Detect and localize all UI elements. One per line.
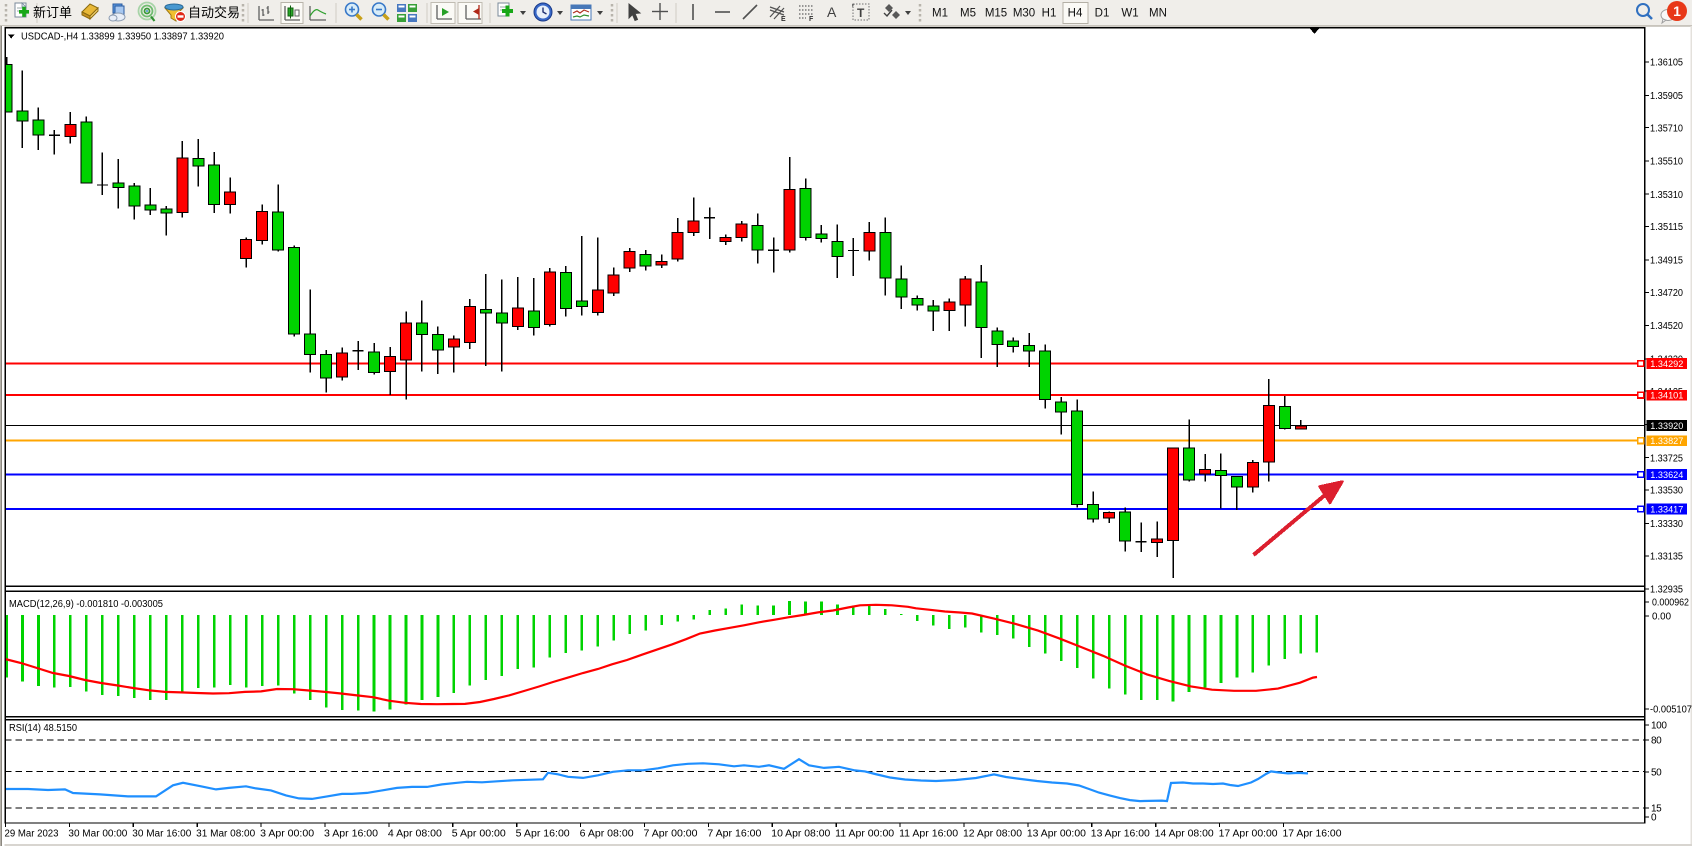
svg-text:1.33330: 1.33330	[1650, 519, 1683, 530]
svg-text:1.35310: 1.35310	[1650, 190, 1683, 201]
svg-text:1.34520: 1.34520	[1650, 321, 1683, 332]
svg-text:13 Apr 16:00: 13 Apr 16:00	[1091, 829, 1150, 840]
svg-text:13 Apr 00:00: 13 Apr 00:00	[1027, 829, 1086, 840]
svg-text:50: 50	[1651, 768, 1662, 779]
svg-text:1.33827: 1.33827	[1650, 436, 1683, 447]
svg-text:M1: M1	[932, 8, 948, 20]
svg-text:100: 100	[1651, 721, 1667, 732]
svg-text:3 Apr 00:00: 3 Apr 00:00	[260, 829, 314, 840]
svg-text:30 Mar 00:00: 30 Mar 00:00	[68, 829, 127, 840]
svg-text:1.35905: 1.35905	[1650, 91, 1683, 102]
svg-text:H1: H1	[1042, 8, 1057, 20]
svg-text:RSI(14) 48.5150: RSI(14) 48.5150	[9, 723, 77, 734]
svg-text:1.35710: 1.35710	[1650, 123, 1683, 134]
svg-text:1.33417: 1.33417	[1650, 504, 1683, 515]
svg-text:4 Apr 08:00: 4 Apr 08:00	[388, 829, 442, 840]
svg-text:0.00: 0.00	[1652, 612, 1671, 623]
svg-text:1.33624: 1.33624	[1650, 470, 1683, 481]
svg-text:5 Apr 16:00: 5 Apr 16:00	[516, 829, 570, 840]
svg-text:1.34720: 1.34720	[1650, 288, 1683, 299]
svg-text:5 Apr 00:00: 5 Apr 00:00	[452, 829, 506, 840]
svg-text:14 Apr 08:00: 14 Apr 08:00	[1155, 829, 1214, 840]
svg-text:1.35115: 1.35115	[1650, 222, 1683, 233]
svg-text:MN: MN	[1149, 8, 1167, 20]
svg-text:1.34915: 1.34915	[1650, 255, 1683, 266]
svg-text:1.34101: 1.34101	[1650, 391, 1683, 402]
svg-text:A: A	[827, 4, 837, 20]
svg-text:0.000962: 0.000962	[1652, 598, 1689, 609]
svg-text:11 Apr 16:00: 11 Apr 16:00	[899, 829, 958, 840]
svg-text:-0.005107: -0.005107	[1650, 705, 1692, 716]
svg-text:3 Apr 16:00: 3 Apr 16:00	[324, 829, 378, 840]
svg-text:1.33530: 1.33530	[1650, 486, 1683, 497]
svg-text:新订单: 新订单	[33, 5, 72, 20]
svg-text:1: 1	[1673, 3, 1681, 19]
svg-text:M5: M5	[960, 8, 976, 20]
svg-text:10 Apr 08:00: 10 Apr 08:00	[771, 829, 830, 840]
svg-text:W1: W1	[1121, 8, 1138, 20]
svg-text:30 Mar 16:00: 30 Mar 16:00	[132, 829, 191, 840]
svg-text:80: 80	[1651, 736, 1662, 747]
svg-text:自动交易: 自动交易	[188, 5, 240, 20]
svg-text:1.32935: 1.32935	[1650, 585, 1683, 596]
svg-text:H4: H4	[1068, 8, 1083, 20]
svg-text:17 Apr 00:00: 17 Apr 00:00	[1219, 829, 1278, 840]
svg-text:12 Apr 08:00: 12 Apr 08:00	[963, 829, 1022, 840]
svg-text:M15: M15	[985, 8, 1007, 20]
svg-text:M30: M30	[1013, 8, 1035, 20]
svg-text:1.36105: 1.36105	[1650, 58, 1683, 69]
svg-text:1.35510: 1.35510	[1650, 157, 1683, 168]
svg-text:USDCAD-,H4 1.33899 1.33950 1.: USDCAD-,H4 1.33899 1.33950 1.33897 1.339…	[21, 31, 224, 43]
svg-text:1.33135: 1.33135	[1650, 551, 1683, 562]
svg-text:31 Mar 08:00: 31 Mar 08:00	[196, 829, 255, 840]
svg-text:1.33920: 1.33920	[1650, 421, 1683, 432]
svg-text:29 Mar 2023: 29 Mar 2023	[5, 829, 59, 840]
svg-text:MACD(12,26,9) -0.001810 -0.003: MACD(12,26,9) -0.001810 -0.003005	[9, 599, 163, 610]
svg-text:1.33725: 1.33725	[1650, 453, 1683, 464]
svg-text:F: F	[809, 16, 814, 23]
svg-text:11 Apr 00:00: 11 Apr 00:00	[835, 829, 894, 840]
svg-text:E: E	[781, 16, 786, 23]
svg-text:0: 0	[1651, 813, 1657, 824]
svg-text:T: T	[857, 6, 865, 20]
svg-text:7 Apr 16:00: 7 Apr 16:00	[707, 829, 761, 840]
svg-text:D1: D1	[1095, 8, 1110, 20]
svg-text:7 Apr 00:00: 7 Apr 00:00	[644, 829, 698, 840]
svg-text:17 Apr 16:00: 17 Apr 16:00	[1283, 829, 1342, 840]
svg-text:6 Apr 08:00: 6 Apr 08:00	[580, 829, 634, 840]
svg-text:15: 15	[1651, 804, 1662, 815]
svg-text:1.34292: 1.34292	[1650, 359, 1683, 370]
